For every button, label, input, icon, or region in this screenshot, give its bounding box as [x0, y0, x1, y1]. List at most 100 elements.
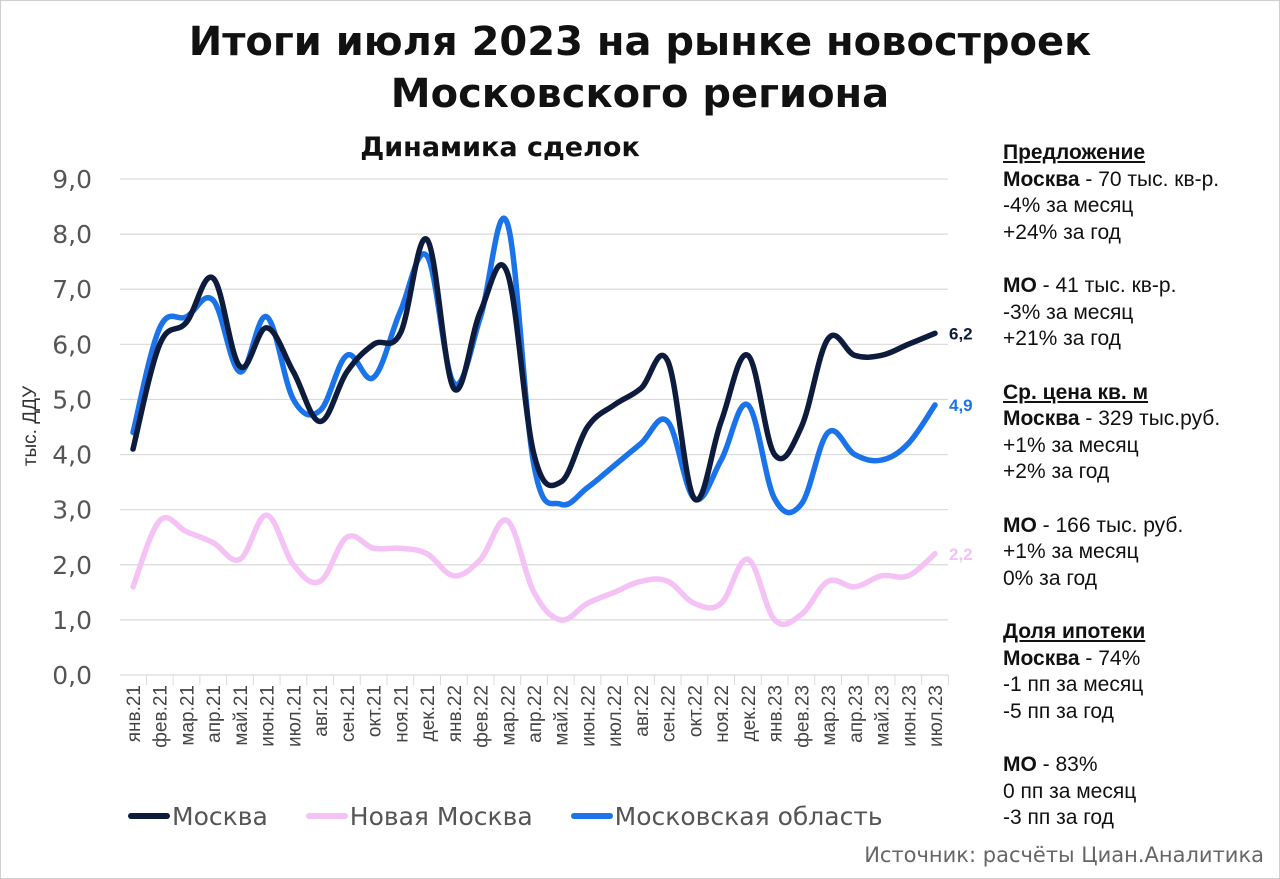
- x-tick-label: июн.21: [258, 685, 279, 747]
- price-heading: Ср. цена кв. м: [1003, 380, 1149, 404]
- mortgage-moscow-region: Москва: [1003, 646, 1080, 670]
- y-tick-label: 6,0: [52, 330, 92, 359]
- mortgage-mo: МО - 83%: [1003, 752, 1273, 779]
- x-tick-label: июн.23: [899, 685, 920, 747]
- x-tick-label: мар.21: [177, 685, 198, 746]
- mortgage-moscow-year: -5 пп за год: [1003, 699, 1114, 723]
- supply-moscow: Москва - 70 тыс. кв-р.: [1003, 167, 1273, 194]
- x-tick-label: мар.23: [819, 685, 840, 746]
- legend-swatch-new-moscow: [305, 813, 348, 819]
- y-tick-label: 3,0: [52, 496, 92, 525]
- y-axis-label: тыс. ДДУ: [20, 385, 41, 466]
- x-tick-label: окт.22: [685, 685, 706, 737]
- mortgage-moscow-month: -1 пп за месяц: [1003, 673, 1144, 696]
- x-tick-label: янв.21: [124, 685, 145, 742]
- end-label-moscow: 6,2: [949, 324, 973, 343]
- supply-mo-region: МО: [1003, 274, 1037, 297]
- x-tick-label: май.23: [873, 685, 894, 746]
- mortgage-moscow-value: - 74%: [1079, 646, 1141, 670]
- y-tick-label: 9,0: [52, 165, 92, 194]
- supply-moscow-month: -4% за месяц: [1003, 194, 1134, 217]
- x-tick-label: янв.23: [766, 685, 787, 742]
- series-line-new-moscow: [130, 512, 938, 628]
- source-note: Источник: расчёты Циан.Аналитика: [864, 843, 1264, 867]
- y-tick-label: 8,0: [52, 220, 92, 249]
- y-tick-label: 7,0: [52, 275, 92, 304]
- x-tick-label: май.21: [231, 685, 252, 746]
- mortgage-mo-value: - 83%: [1036, 753, 1098, 776]
- x-tick-label: апр.23: [846, 685, 867, 743]
- legend-item-moscow: Москва: [128, 802, 268, 831]
- price-mo: МО - 166 тыс. руб.: [1003, 513, 1273, 540]
- x-tick-label: май.22: [552, 685, 573, 746]
- supply-mo-value: - 41 тыс. кв-р.: [1036, 274, 1177, 297]
- x-tick-label: авг.22: [632, 685, 653, 737]
- y-tick-label: 1,0: [52, 606, 92, 635]
- summary-panel: Предложение Москва - 70 тыс. кв-р. -4% з…: [1003, 140, 1273, 832]
- chart-series: [130, 215, 938, 628]
- legend-item-moscow-oblast: Московская область: [570, 801, 883, 831]
- legend-item-new-moscow: Новая Москва: [305, 801, 533, 831]
- mortgage-mo-year: -3 пп за год: [1003, 806, 1114, 829]
- y-tick-label: 4,0: [52, 441, 92, 470]
- x-tick-label: июл.23: [926, 685, 947, 747]
- x-tick-label: апр.22: [525, 685, 546, 743]
- y-tick-label: 2,0: [52, 551, 92, 580]
- mortgage-moscow: Москва - 74%: [1003, 646, 1273, 673]
- x-tick-label: ноя.22: [712, 685, 733, 743]
- x-tick-label: мар.22: [498, 685, 519, 746]
- x-tick-label: ноя.21: [391, 685, 412, 743]
- price-mo-year: 0% за год: [1003, 566, 1097, 590]
- x-tick-label: дек.21: [418, 685, 439, 741]
- x-axis-ticks: янв.21 фев.21 мар.21 апр.21 май.21 июн.21 июл.…: [124, 675, 949, 748]
- end-label-new-moscow: 2,2: [949, 545, 973, 564]
- mortgage-mo-region: МО: [1003, 753, 1037, 776]
- chart-title: Динамика сделок: [360, 132, 640, 163]
- x-tick-label: апр.21: [204, 685, 225, 743]
- x-tick-label: дек.22: [739, 685, 760, 741]
- x-tick-label: сен.21: [338, 685, 359, 742]
- line-chart: 0,0 1,0 2,0 3,0 4,0 5,0 6,0 7,0 8,0 9,0 янв.21 фев…: [20, 165, 973, 748]
- supply-mo: МО - 41 тыс. кв-р.: [1003, 273, 1273, 300]
- x-tick-label: июн.22: [578, 685, 599, 747]
- legend-swatch-moscow-oblast: [570, 813, 613, 819]
- x-tick-label: авг.21: [311, 685, 332, 737]
- legend-label-moscow: Москва: [172, 801, 268, 831]
- y-axis-ticks: 0,0 1,0 2,0 3,0 4,0 5,0 6,0 7,0 8,0 9,0: [52, 165, 92, 690]
- x-tick-label: окт.21: [365, 685, 386, 737]
- mortgage-mo-month: 0 пп за месяц: [1003, 779, 1137, 803]
- series-line-moscow-oblast: [130, 215, 938, 516]
- mortgage-heading: Доля ипотеки: [1003, 620, 1146, 643]
- supply-mo-month: -3% за месяц: [1003, 300, 1134, 324]
- main-title-line-1: Итоги июля 2023 на рынке новостроек: [188, 19, 1092, 65]
- price-mo-value: - 166 тыс. руб.: [1036, 513, 1184, 537]
- x-tick-label: июл.22: [605, 685, 626, 747]
- legend-label-moscow-oblast: Московская область: [614, 801, 883, 831]
- x-tick-label: июл.21: [284, 685, 305, 747]
- x-tick-label: янв.22: [445, 685, 466, 742]
- x-tick-label: фев.21: [151, 685, 172, 748]
- main-title-line-2: Московского региона: [390, 71, 890, 117]
- price-mo-month: +1% за месяц: [1003, 540, 1139, 563]
- price-moscow-year: +2% за год: [1003, 460, 1110, 483]
- x-tick-label: сен.22: [659, 685, 680, 742]
- supply-heading: Предложение: [1003, 141, 1146, 164]
- legend-swatch-moscow: [128, 813, 170, 819]
- chart-grid: [120, 178, 948, 676]
- end-label-moscow-oblast: 4,9: [949, 396, 973, 415]
- price-moscow: Москва - 329 тыс.руб.: [1003, 406, 1273, 433]
- price-moscow-region: Москва: [1003, 407, 1080, 430]
- price-mo-region: МО: [1003, 513, 1037, 537]
- y-tick-label: 0,0: [52, 661, 92, 690]
- series-end-labels: 6,2 2,2 4,9: [949, 324, 973, 563]
- supply-mo-year: +21% за год: [1003, 327, 1121, 350]
- supply-moscow-value: - 70 тыс. кв-р.: [1079, 167, 1220, 191]
- chart-legend: Москва Новая Москва Московская область: [128, 796, 921, 836]
- supply-moscow-year: +24% за год: [1003, 220, 1121, 244]
- series-line-moscow: [130, 236, 938, 503]
- y-tick-label: 5,0: [52, 385, 92, 414]
- legend-label-new-moscow: Новая Москва: [349, 801, 533, 831]
- price-moscow-month: +1% за месяц: [1003, 433, 1139, 457]
- price-moscow-value: - 329 тыс.руб.: [1079, 407, 1221, 430]
- supply-moscow-region: Москва: [1003, 167, 1080, 191]
